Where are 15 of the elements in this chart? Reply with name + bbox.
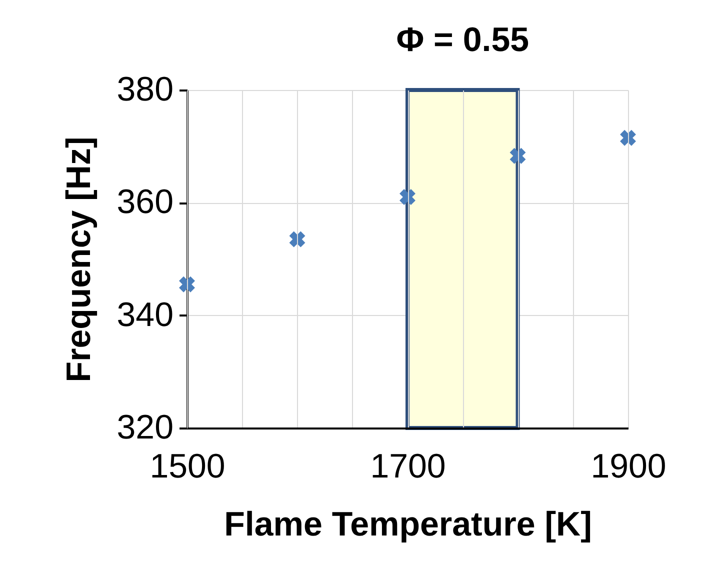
point [179, 276, 195, 292]
band-label: Φ = 0.55 [396, 21, 530, 59]
y-axis-title: Frequency [Hz] [60, 136, 98, 382]
y-tick-label: 340 [116, 296, 174, 334]
y-tick-label: 320 [116, 408, 174, 446]
point [620, 130, 636, 146]
y-tick-label: 360 [116, 183, 174, 222]
point [400, 189, 416, 206]
x-tick-label: 1900 [590, 448, 666, 486]
y-tick-label: 380 [116, 70, 174, 108]
point [510, 148, 526, 164]
x-axis-title: Flame Temperature [K] [224, 506, 592, 544]
x-tick-label: 1700 [370, 448, 446, 486]
x-tick-label: 1500 [150, 448, 226, 486]
point [289, 231, 306, 248]
